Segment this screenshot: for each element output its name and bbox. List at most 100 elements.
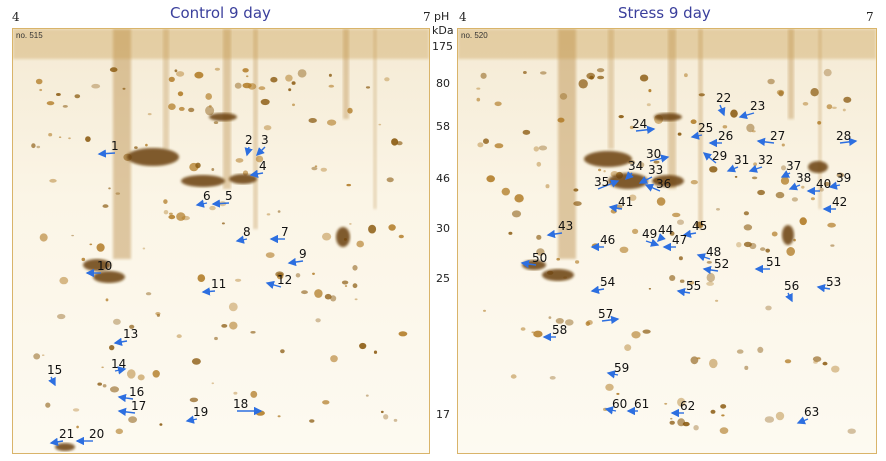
gel-protein-spot: [74, 94, 81, 99]
gel-protein-spot: [616, 392, 620, 395]
gel-protein-spot: [751, 176, 758, 180]
gel-protein-spot: [346, 183, 352, 187]
spot-arrow-63: [796, 416, 809, 425]
gel-protein-spot: [308, 118, 317, 123]
gel-protein-spot: [603, 170, 606, 173]
gel-protein-spot: [596, 68, 605, 73]
gel-protein-spot: [780, 176, 790, 185]
gel-major-spot: [808, 161, 828, 173]
gel-streak: [373, 29, 377, 209]
gel-protein-spot: [235, 278, 242, 282]
gel-protein-spot: [743, 241, 752, 248]
gel-protein-spot: [115, 428, 124, 435]
gel-streak: [253, 29, 258, 229]
gel-protein-spot: [767, 78, 775, 85]
spot-label-39: 39: [836, 171, 852, 185]
control-gel-image: no. 515 1 2 3 4 5 6 7 8 9 10 11 12 13 14 15 16 17 18 19 20 2…: [12, 28, 430, 454]
gel-protein-spot: [113, 318, 121, 325]
gel-protein-spot: [605, 383, 614, 391]
gel-protein-spot: [176, 334, 182, 339]
spot-label-17: 17: [131, 399, 147, 413]
gel-protein-spot: [209, 205, 216, 211]
gel-protein-spot: [197, 274, 206, 282]
gel-protein-spot: [341, 280, 349, 285]
gel-protein-spot: [812, 356, 822, 362]
gel-protein-spot: [618, 115, 624, 119]
gel-protein-spot: [41, 354, 45, 356]
spot-label-57: 57: [598, 307, 614, 321]
gel-protein-spot: [819, 187, 824, 192]
gel-protein-spot: [102, 204, 109, 208]
gel-protein-spot: [730, 109, 738, 118]
gel-protein-spot: [775, 191, 785, 199]
gel-protein-spot: [168, 103, 176, 110]
gel-protein-spot: [765, 305, 772, 311]
gel-protein-spot: [575, 260, 580, 264]
gel-protein-spot: [320, 167, 327, 172]
gel-major-spot: [181, 175, 225, 187]
gel-protein-spot: [555, 318, 564, 324]
gel-protein-spot: [110, 386, 119, 393]
gel-protein-spot: [68, 137, 71, 140]
gel-protein-spot: [398, 331, 408, 337]
gel-protein-spot: [81, 257, 86, 262]
gel-protein-spot: [89, 243, 93, 246]
gel-protein-spot: [85, 136, 91, 142]
gel-protein-spot: [312, 272, 315, 275]
gel-protein-spot: [494, 143, 504, 149]
spot-arrow-43: [546, 229, 563, 239]
mw-marker-175: 175: [432, 40, 453, 53]
spot-arrow-59: [606, 370, 619, 379]
gel-protein-spot: [510, 374, 517, 379]
control-gel-spots-svg: [13, 29, 429, 451]
gel-protein-spot: [631, 331, 641, 339]
gel-protein-spot: [242, 68, 249, 73]
spot-arrow-45: [682, 229, 697, 238]
gel-protein-spot: [709, 358, 718, 369]
gel-protein-spot: [573, 201, 582, 207]
gel-protein-spot: [781, 165, 786, 171]
spot-arrow-5: [211, 199, 230, 208]
gel-streak: [343, 29, 349, 119]
gel-protein-spot: [263, 125, 272, 131]
gel-protein-spot: [736, 349, 744, 354]
spot-arrow-12: [265, 280, 282, 289]
gel-streak: [698, 29, 703, 229]
gel-streak: [223, 29, 231, 189]
spot-label-44: 44: [658, 223, 674, 237]
gel-protein-spot: [277, 210, 281, 213]
gel-protein-spot: [292, 103, 295, 107]
spot-arrow-32: [748, 164, 763, 173]
gel-protein-spot: [710, 409, 716, 414]
spot-label-40: 40: [816, 177, 832, 191]
spot-label-59: 59: [614, 361, 630, 375]
gel-major-spot: [652, 175, 684, 187]
gel-protein-spot: [388, 224, 396, 231]
spot-label-49: 49: [642, 227, 658, 241]
gel-protein-spot: [349, 223, 352, 225]
spot-label-8: 8: [243, 225, 251, 239]
gel-protein-spot: [476, 97, 481, 102]
spot-label-51: 51: [766, 255, 782, 269]
gel-protein-spot: [288, 88, 292, 92]
spot-arrow-23: [738, 111, 755, 120]
spot-label-48: 48: [706, 245, 722, 259]
gel-protein-spot: [270, 76, 278, 83]
gel-major-spot: [654, 113, 682, 121]
gel-protein-spot: [221, 324, 228, 328]
gel-protein-spot: [522, 129, 531, 135]
gel-streak: [788, 29, 794, 119]
gel-protein-spot: [235, 158, 244, 163]
spot-arrow-37: [780, 170, 791, 178]
gel-protein-spot: [802, 102, 809, 106]
gel-protein-spot: [677, 132, 682, 136]
spot-label-23: 23: [750, 99, 766, 113]
gel-streak: [113, 29, 131, 259]
gel-protein-spot: [508, 231, 513, 235]
gel-top-band: [458, 29, 876, 59]
gel-protein-spot: [715, 299, 719, 302]
gel-protein-spot: [102, 384, 107, 388]
gel-protein-spot: [258, 86, 266, 91]
mw-marker-46: 46: [436, 172, 450, 185]
gel-protein-spot: [677, 418, 686, 427]
